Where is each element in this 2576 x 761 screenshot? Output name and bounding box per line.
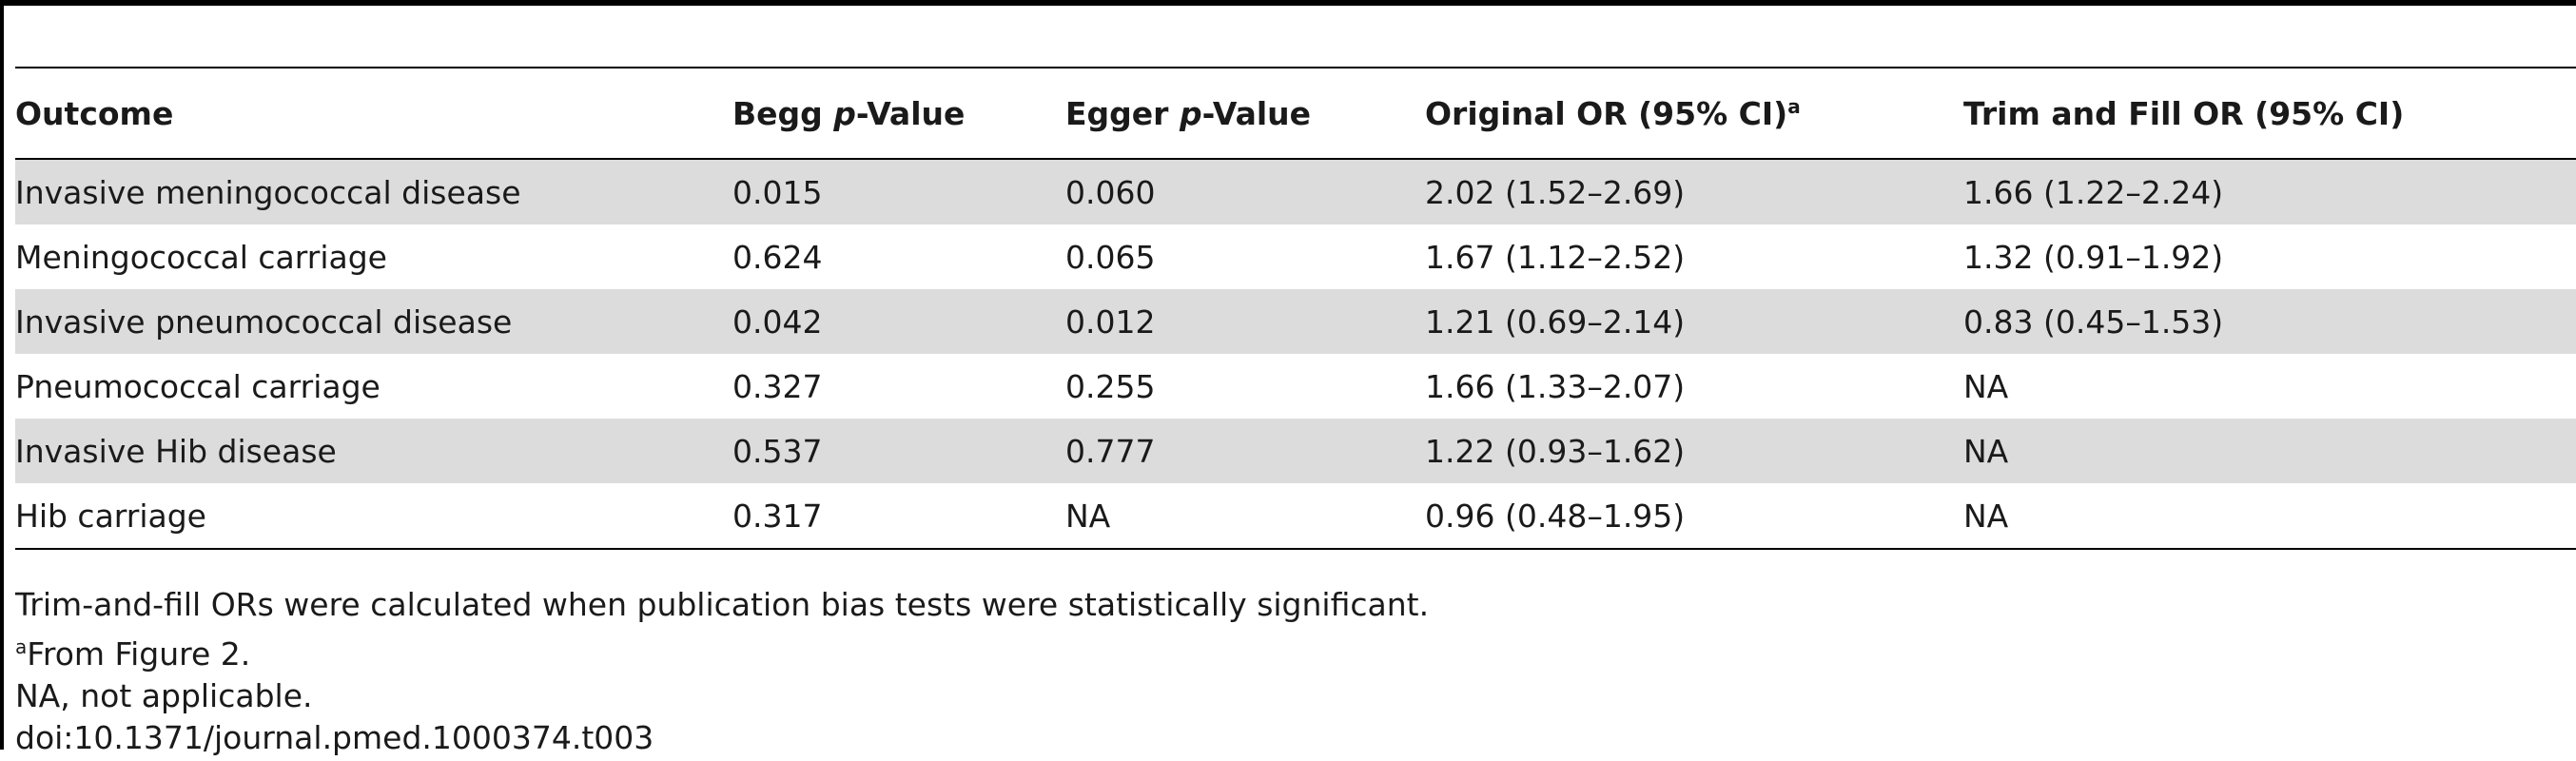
cell-outcome: Hib carriage <box>15 497 206 535</box>
table-row: Invasive meningococcal disease 0.015 0.0… <box>15 159 2576 224</box>
cell-trim-fill-or: NA <box>1963 419 2576 483</box>
cell-egger: 0.255 <box>1065 367 1156 405</box>
results-table-container: Outcome Begg p-Value Egger p-Value Origi… <box>15 67 2576 550</box>
cell-trim-fill-or: NA <box>1963 497 2009 535</box>
footnote-na-definition: NA, not applicable. <box>15 677 313 714</box>
cell-begg: 0.015 <box>732 159 1065 224</box>
cell-begg: 0.317 <box>732 497 823 535</box>
cell-outcome: Pneumococcal carriage <box>15 367 381 405</box>
table-row: Meningococcal carriage 0.624 0.065 1.67 … <box>15 224 2576 289</box>
header-original-or: Original OR (95% CI)a <box>1425 68 1963 159</box>
header-egger-p-value: Egger p-Value <box>1065 68 1425 159</box>
cell-egger: 0.012 <box>1065 289 1425 354</box>
cell-begg: 0.327 <box>732 367 823 405</box>
cell-outcome: Invasive pneumococcal disease <box>15 289 732 354</box>
footnote-mark: a <box>15 635 28 658</box>
header-egger-prefix: Egger <box>1065 94 1180 132</box>
header-begg-prefix: Begg <box>732 94 834 132</box>
table-row: Invasive Hib disease 0.537 0.777 1.22 (0… <box>15 419 2576 483</box>
table-header: Outcome Begg p-Value Egger p-Value Origi… <box>15 68 2576 159</box>
header-trim-fill-or: Trim and Fill OR (95% CI) <box>1963 68 2576 159</box>
header-begg-p: p <box>833 94 856 132</box>
cell-original-or: 2.02 (1.52–2.69) <box>1425 159 1963 224</box>
cell-begg: 0.624 <box>732 238 823 276</box>
cell-outcome: Invasive meningococcal disease <box>15 159 732 224</box>
header-trim-fill-or-label: Trim and Fill OR (95% CI) <box>1963 94 2405 132</box>
header-original-or-footnote-mark: a <box>1787 94 1801 118</box>
cell-outcome: Invasive Hib disease <box>15 419 732 483</box>
header-original-or-label: Original OR (95% CI) <box>1425 94 1788 132</box>
footnote-figure-reference: aFrom Figure 2. <box>15 626 1429 675</box>
cell-begg: 0.042 <box>732 289 1065 354</box>
cell-trim-fill-or: NA <box>1963 367 2009 405</box>
cell-trim-fill-or: 1.32 (0.91–1.92) <box>1963 238 2224 276</box>
cell-begg: 0.537 <box>732 419 1065 483</box>
table-body: Invasive meningococcal disease 0.015 0.0… <box>15 159 2576 549</box>
cell-egger: 0.065 <box>1065 238 1156 276</box>
header-begg-p-value: Begg p-Value <box>732 68 1065 159</box>
left-border-rule <box>0 0 4 750</box>
cell-trim-fill-or: 1.66 (1.22–2.24) <box>1963 159 2576 224</box>
table-row: Hib carriage 0.317 NA 0.96 (0.48–1.95) N… <box>15 483 2576 549</box>
header-row: Outcome Begg p-Value Egger p-Value Origi… <box>15 68 2576 159</box>
header-outcome-label: Outcome <box>15 94 174 132</box>
table-row: Invasive pneumococcal disease 0.042 0.01… <box>15 289 2576 354</box>
cell-egger: NA <box>1065 497 1111 535</box>
cell-egger: 0.777 <box>1065 419 1425 483</box>
top-border-rule <box>0 0 2576 6</box>
header-egger-suffix: -Value <box>1201 94 1312 132</box>
cell-original-or: 0.96 (0.48–1.95) <box>1425 497 1686 535</box>
publication-bias-table: Outcome Begg p-Value Egger p-Value Origi… <box>15 67 2576 550</box>
cell-original-or: 1.21 (0.69–2.14) <box>1425 289 1963 354</box>
table-footnotes: Trim-and-fill ORs were calculated when p… <box>15 584 1429 759</box>
cell-original-or: 1.66 (1.33–2.07) <box>1425 367 1686 405</box>
cell-egger: 0.060 <box>1065 159 1425 224</box>
header-egger-p: p <box>1179 94 1202 132</box>
header-begg-suffix: -Value <box>855 94 966 132</box>
header-outcome: Outcome <box>15 68 732 159</box>
footnote-figure-text: From Figure 2. <box>27 635 251 673</box>
cell-trim-fill-or: 0.83 (0.45–1.53) <box>1963 289 2576 354</box>
footnote-trim-and-fill: Trim-and-fill ORs were calculated when p… <box>15 586 1430 623</box>
doi-link[interactable]: doi:10.1371/journal.pmed.1000374.t003 <box>15 719 654 756</box>
cell-original-or: 1.67 (1.12–2.52) <box>1425 238 1686 276</box>
cell-outcome: Meningococcal carriage <box>15 238 387 276</box>
table-row: Pneumococcal carriage 0.327 0.255 1.66 (… <box>15 354 2576 419</box>
cell-original-or: 1.22 (0.93–1.62) <box>1425 419 1963 483</box>
